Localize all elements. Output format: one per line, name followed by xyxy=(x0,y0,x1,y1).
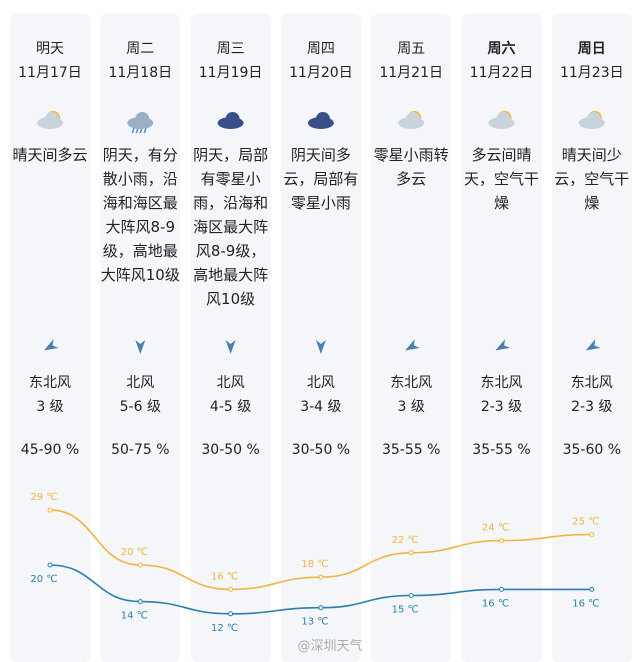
temp-label: 12 ℃ xyxy=(211,623,238,634)
temp-point xyxy=(228,611,234,617)
wind: 东北风 xyxy=(570,375,613,391)
wind-arrow xyxy=(405,339,420,351)
humidity: 30-50 % xyxy=(291,442,351,458)
wind-level: 3 级 xyxy=(397,399,425,415)
wind-arrow xyxy=(495,339,511,351)
humidity: 35-55 % xyxy=(381,442,441,458)
temp-label: 25 ℃ xyxy=(572,517,599,528)
wind-level: 4-5 级 xyxy=(209,399,252,415)
wind: 东北风 xyxy=(29,375,71,391)
temp-label: 16 ℃ xyxy=(572,598,599,609)
cloud-icon xyxy=(406,112,421,126)
description: 多云间晴天，空气干燥 xyxy=(463,146,539,212)
temp-point xyxy=(589,586,595,592)
date: 11月19日 xyxy=(198,65,263,81)
temp-point xyxy=(47,507,53,513)
wind-level: 3-4 级 xyxy=(300,399,342,415)
humidity: 50-75 % xyxy=(111,442,170,458)
wind-level: 2-3 级 xyxy=(480,399,523,415)
humidity: 30-50 % xyxy=(201,442,260,458)
temp-label: 13 ℃ xyxy=(301,617,328,628)
date: 11月20日 xyxy=(289,65,353,81)
humidity: 45-90 % xyxy=(20,442,80,458)
day-name: 周三 xyxy=(216,41,245,57)
date: 11月23日 xyxy=(559,65,624,81)
temp-point xyxy=(318,574,324,580)
temp-label: 24 ℃ xyxy=(482,523,509,534)
temp-point xyxy=(589,532,595,537)
wind-arrow xyxy=(315,340,326,354)
temp-label: 20 ℃ xyxy=(30,574,57,585)
temp-label: 20 ℃ xyxy=(121,547,148,558)
date: 11月17日 xyxy=(18,65,82,81)
temp-point xyxy=(499,586,504,592)
wind-level: 5-6 级 xyxy=(119,399,161,415)
description: 阴天间多云，局部有零星小雨 xyxy=(283,146,359,212)
temp-point xyxy=(137,562,143,568)
temp-point xyxy=(499,538,504,544)
date: 11月18日 xyxy=(108,65,173,81)
temp-point xyxy=(47,562,53,568)
cloud-icon xyxy=(225,112,240,126)
description: 阴天，局部有零星小雨，沿海和海区最大阵风8-9级，高地最大阵风10级 xyxy=(193,146,269,308)
watermark: @深圳天气 xyxy=(297,638,362,654)
wind-arrow xyxy=(43,339,59,351)
day-name: 周五 xyxy=(397,41,426,57)
day-name: 周四 xyxy=(306,41,335,57)
temp-point xyxy=(318,605,324,611)
date: 11月22日 xyxy=(469,65,534,81)
cloud-icon xyxy=(315,112,330,126)
wind: 北风 xyxy=(306,375,335,391)
temp-label: 15 ℃ xyxy=(392,605,419,616)
description: 阴天，有分散小雨，沿海和海区最大阵风8-9级，高地最大阵风10级 xyxy=(100,146,180,284)
description: 晴天间多云 xyxy=(12,146,88,164)
temp-point xyxy=(137,599,143,605)
temp-label: 29 ℃ xyxy=(30,492,57,503)
temp-label: 22 ℃ xyxy=(392,535,419,546)
cloud-icon xyxy=(135,112,150,126)
date: 11月21日 xyxy=(379,65,443,81)
cloud-icon xyxy=(496,112,511,126)
day-name: 周六 xyxy=(487,41,516,57)
wind: 东北风 xyxy=(480,375,523,391)
cloud-icon xyxy=(45,112,59,126)
temp-label: 16 ℃ xyxy=(211,571,238,582)
cloud-icon xyxy=(586,112,601,126)
wind-level: 2-3 级 xyxy=(571,399,613,415)
description: 零星小雨转多云 xyxy=(373,146,449,188)
wind: 东北风 xyxy=(390,375,433,391)
temp-label: 18 ℃ xyxy=(301,559,328,570)
wind-arrow xyxy=(225,340,236,354)
wind: 北风 xyxy=(126,375,155,391)
temp-point xyxy=(228,586,234,592)
wind: 北风 xyxy=(216,375,245,391)
day-name: 周二 xyxy=(126,41,155,57)
temp-label: 16 ℃ xyxy=(482,598,509,609)
wind-arrow xyxy=(585,339,601,351)
temp-label: 14 ℃ xyxy=(121,611,148,622)
day-name: 明天 xyxy=(36,41,64,57)
description: 晴天间少云，空气干燥 xyxy=(554,146,630,212)
day-name: 周日 xyxy=(577,41,606,57)
temp-point xyxy=(408,550,414,556)
humidity: 35-55 % xyxy=(472,442,531,458)
temp-point xyxy=(408,593,414,598)
humidity: 35-60 % xyxy=(562,442,622,458)
wind-arrow xyxy=(135,340,146,354)
wind-level: 3 级 xyxy=(36,399,64,415)
